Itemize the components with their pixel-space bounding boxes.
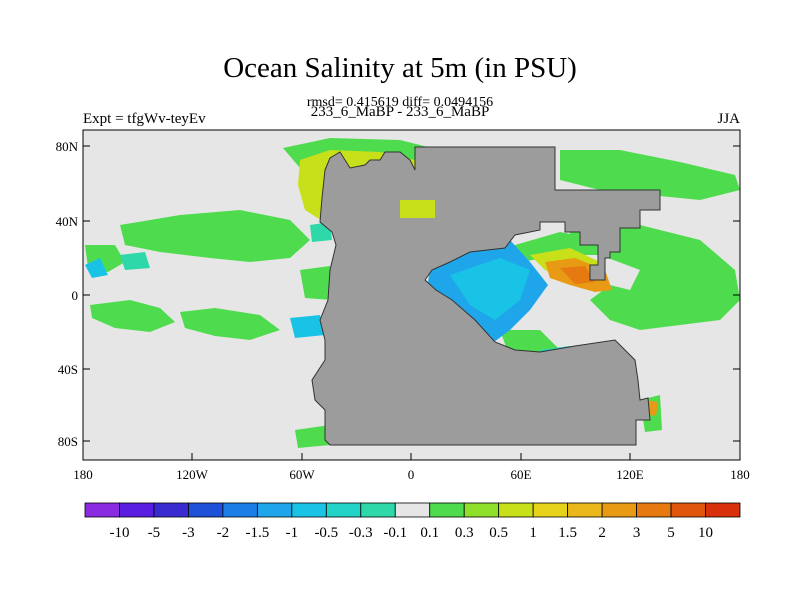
lon-tick-label: 120E xyxy=(616,467,644,482)
latitude-axis xyxy=(83,145,740,442)
season-label: JJA xyxy=(717,111,740,127)
pacific-cyan-region-1 xyxy=(85,258,108,278)
colorbar-swatch xyxy=(256,502,293,518)
experiment-label: Expt = tfgWv-teyEv xyxy=(83,111,206,127)
coast-green-region xyxy=(300,266,332,300)
colorbar-swatch xyxy=(119,502,155,518)
lat-tick-label: 0 xyxy=(72,288,79,303)
lat-tick-label: 80N xyxy=(56,139,79,154)
land-mass xyxy=(311,146,661,446)
colorbar-label: -0.1 xyxy=(383,525,407,541)
lon-tick-label: 60E xyxy=(511,467,532,482)
colorbar-swatch xyxy=(153,502,189,518)
colorbar-label: 1.5 xyxy=(558,525,577,541)
colorbar-label: 0.3 xyxy=(455,525,474,541)
colorbar-swatch xyxy=(84,502,120,518)
lat-tick-label: 40N xyxy=(56,214,79,229)
colorbar-label: 0.1 xyxy=(420,525,439,541)
colorbar-swatch xyxy=(188,502,224,518)
colorbar-swatch xyxy=(601,502,637,518)
colorbar-swatch xyxy=(325,502,362,518)
arabian-dark-orange-region xyxy=(560,266,595,284)
pacific-north-green-region xyxy=(120,210,310,262)
colorbar-labels: -10 -5 -3 -2 -1.5 -1 -0.5 -0.3 -0.1 0.1 0.3 0.5 1 1.5… xyxy=(109,525,713,541)
colorbar-swatch xyxy=(360,502,396,518)
colorbar-label: -0.3 xyxy=(349,525,373,541)
colorbar-label: 0.5 xyxy=(489,525,508,541)
page-title: Ocean Salinity at 5m (in PSU) xyxy=(223,52,577,84)
colorbar-label: -1.5 xyxy=(245,525,269,541)
colorbar-swatch xyxy=(463,502,500,518)
pacific-south-green-region-2 xyxy=(180,308,280,340)
colorbar-label: -0.5 xyxy=(314,525,338,541)
arctic-east-green-region xyxy=(560,150,740,200)
lon-tick-label: 0 xyxy=(408,467,415,482)
colorbar-label: -3 xyxy=(182,525,195,541)
colorbar-swatch xyxy=(429,502,465,518)
colorbar-boxes xyxy=(84,502,741,518)
colorbar-label: 2 xyxy=(598,525,606,541)
colorbar-swatch xyxy=(532,502,569,518)
colorbar-label: 10 xyxy=(698,525,713,541)
colorbar-swatch xyxy=(394,502,431,518)
north-atlantic-yellow-inlet xyxy=(400,200,435,218)
colorbar-label: -2 xyxy=(217,525,230,541)
lon-tick-label: 180 xyxy=(730,467,750,482)
pacific-south-green-region xyxy=(90,300,175,332)
colorbar-label: -1 xyxy=(286,525,299,541)
colorbar-label: -5 xyxy=(148,525,161,541)
colorbar-label: -10 xyxy=(109,525,129,541)
lon-tick-label: 180 xyxy=(73,467,93,482)
runs-subtitle: 233_6_MaBP - 233_6_MaBP xyxy=(310,104,490,120)
colorbar-swatch xyxy=(222,502,258,518)
colorbar-swatch xyxy=(670,502,706,518)
south-atlantic-cyan-region xyxy=(450,258,530,320)
colorbar-swatch xyxy=(498,502,534,518)
pacific-teal-region xyxy=(120,252,150,270)
colorbar-swatch xyxy=(291,502,327,518)
colorbar-label: 1 xyxy=(529,525,537,541)
lat-tick-label: 80S xyxy=(58,434,78,449)
colorbar-label: 3 xyxy=(633,525,641,541)
lon-tick-label: 60W xyxy=(289,467,315,482)
colorbar-swatch xyxy=(567,502,603,518)
lon-tick-label: 120W xyxy=(176,467,209,482)
colorbar-swatch xyxy=(636,502,672,518)
coast-cyan-region xyxy=(290,315,325,338)
colorbar-swatch xyxy=(705,502,741,518)
stats-subtitle: rmsd= 0.415619 diff= 0.0494156 xyxy=(306,95,494,110)
lat-tick-label: 40S xyxy=(58,362,78,377)
longitude-axis xyxy=(82,453,741,460)
colorbar-label: 5 xyxy=(667,525,675,541)
